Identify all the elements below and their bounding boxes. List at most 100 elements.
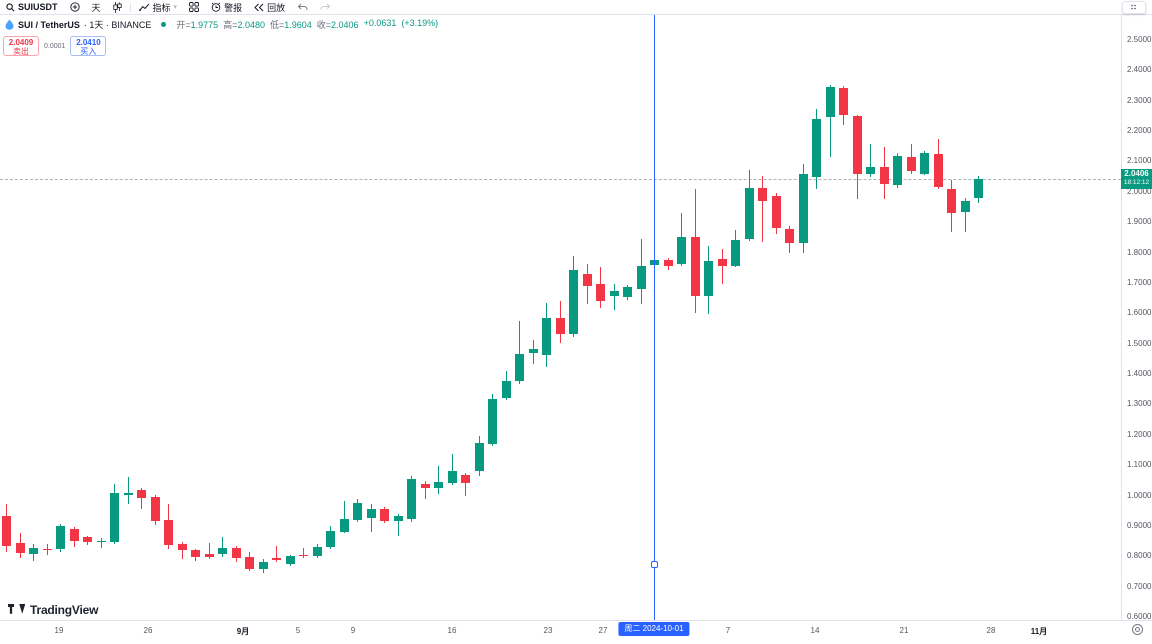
candle-wick bbox=[208, 542, 210, 559]
candle-body bbox=[663, 260, 673, 267]
candle-body bbox=[906, 156, 916, 172]
candle-body bbox=[420, 483, 430, 489]
candle-body bbox=[123, 493, 133, 495]
alert-button[interactable]: 警报 bbox=[205, 0, 248, 14]
price-tick-label: 1.0000 bbox=[1127, 490, 1152, 500]
tradingview-logo-text: TradingView bbox=[30, 603, 99, 617]
candle-body bbox=[623, 287, 632, 298]
candle-body bbox=[96, 540, 106, 543]
candle-body bbox=[812, 118, 821, 177]
indicators-button[interactable]: 指标 ▾ bbox=[133, 0, 184, 14]
candle-body bbox=[164, 520, 173, 545]
time-tick-label: 14 bbox=[810, 626, 820, 635]
toolbar-divider bbox=[129, 2, 131, 12]
candle-body bbox=[447, 471, 457, 484]
price-axis[interactable]: 2.5000 2.4000 2.3000 2.2000 2.1000 2.0000 1.90… bbox=[1121, 15, 1152, 621]
tradingview-logo[interactable]: TradingView bbox=[8, 603, 98, 617]
axis-settings-gear-icon[interactable] bbox=[1132, 624, 1143, 635]
sell-button[interactable]: 2.0409 卖出 bbox=[3, 36, 39, 56]
candle-body bbox=[717, 259, 727, 267]
candlestick-plot[interactable] bbox=[0, 15, 1121, 620]
candle-body bbox=[852, 116, 862, 175]
sui-logo-icon bbox=[5, 19, 14, 30]
candle-body bbox=[704, 261, 713, 297]
candle-wick bbox=[222, 537, 223, 558]
candle-body bbox=[434, 482, 443, 489]
chart-region: 2.5000 2.4000 2.3000 2.2000 2.1000 2.0000 1.90… bbox=[0, 15, 1152, 644]
candle-body bbox=[839, 87, 848, 115]
time-axis[interactable]: 19 26 9月 5 9 16 23 27 7 14 21 28 11月 bbox=[0, 620, 1152, 644]
redo-button[interactable] bbox=[314, 0, 337, 14]
candle-body bbox=[258, 561, 268, 569]
open-value: 1.9775 bbox=[190, 20, 219, 30]
candle-body bbox=[528, 349, 538, 354]
candle-body bbox=[933, 154, 943, 188]
price-tick-label: 0.8000 bbox=[1127, 551, 1152, 561]
candle-body bbox=[231, 547, 241, 559]
candle-body bbox=[758, 188, 767, 201]
toolbar-right-group bbox=[1122, 0, 1152, 14]
close-value: 2.0406 bbox=[331, 20, 359, 30]
current-price-line bbox=[0, 178, 1121, 180]
close-label: 收= bbox=[316, 20, 332, 30]
change-value: +0.0631 bbox=[363, 18, 397, 28]
interval-button[interactable]: 天 bbox=[86, 0, 107, 14]
market-status-dot-icon[interactable] bbox=[161, 22, 167, 27]
legend-interval-exchange: · 1天 · BINANCE bbox=[83, 20, 152, 30]
candle-body bbox=[785, 229, 794, 244]
tradingview-mark-icon bbox=[8, 603, 25, 614]
alert-label: 警报 bbox=[224, 2, 243, 13]
undo-button[interactable] bbox=[291, 0, 314, 14]
candlestick-icon bbox=[112, 1, 122, 13]
replay-button[interactable]: 回放 bbox=[248, 0, 291, 14]
compare-add-button[interactable] bbox=[64, 0, 86, 14]
time-tick-label: 23 bbox=[543, 626, 553, 635]
time-tick-label: 9月 bbox=[236, 627, 250, 636]
candle-body bbox=[353, 503, 362, 521]
chart-style-button[interactable] bbox=[107, 0, 128, 14]
time-tick-label: 27 bbox=[598, 626, 608, 635]
candle-body bbox=[191, 550, 200, 558]
candle-wick bbox=[438, 466, 439, 494]
candle-wick bbox=[343, 501, 345, 534]
candle-body bbox=[83, 537, 92, 543]
candle-wick bbox=[829, 84, 831, 157]
candle-wick bbox=[424, 480, 426, 500]
layout-templates-button[interactable] bbox=[183, 0, 205, 14]
candle-body bbox=[744, 187, 754, 240]
buy-button[interactable]: 2.0410 买入 bbox=[70, 36, 107, 56]
candle-body bbox=[285, 556, 295, 565]
candle-wick bbox=[465, 473, 466, 497]
panel-grid-icon bbox=[1131, 4, 1136, 10]
price-tick-label: 1.8000 bbox=[1127, 247, 1152, 257]
indicators-label: 指标 bbox=[152, 2, 171, 13]
undo-arrow-icon bbox=[297, 3, 308, 12]
candle-body bbox=[542, 318, 551, 355]
candle-body bbox=[879, 166, 889, 185]
legend-symbol-title[interactable]: SUI / TetherUS bbox=[18, 19, 80, 30]
replay-label: 回放 bbox=[267, 2, 286, 13]
candle-wick bbox=[141, 488, 142, 510]
bar-countdown: 18:12:12 bbox=[1123, 178, 1150, 186]
price-tick-label: 1.9000 bbox=[1127, 217, 1152, 227]
candle-body bbox=[299, 554, 308, 557]
candle-body bbox=[393, 516, 403, 521]
layout-panel-button[interactable] bbox=[1122, 0, 1146, 14]
candle-wick bbox=[397, 514, 399, 537]
price-tick-label: 2.5000 bbox=[1127, 35, 1152, 44]
candle-body bbox=[515, 354, 524, 382]
spread-value: 0.0001 bbox=[44, 42, 66, 50]
candle-body bbox=[893, 155, 902, 186]
candle-wick bbox=[303, 547, 304, 559]
candle-body bbox=[920, 152, 929, 174]
symbol-search-button[interactable]: SUIUSDT bbox=[0, 0, 64, 14]
candle-wick bbox=[276, 546, 277, 563]
candle-body bbox=[947, 189, 956, 214]
current-price-value: 2.0406 bbox=[1124, 168, 1149, 178]
candle-body bbox=[555, 318, 565, 334]
candle-body bbox=[461, 475, 470, 484]
price-tick-label: 0.9000 bbox=[1127, 520, 1152, 530]
high-label: 高= bbox=[223, 20, 238, 30]
candle-body bbox=[677, 237, 686, 265]
